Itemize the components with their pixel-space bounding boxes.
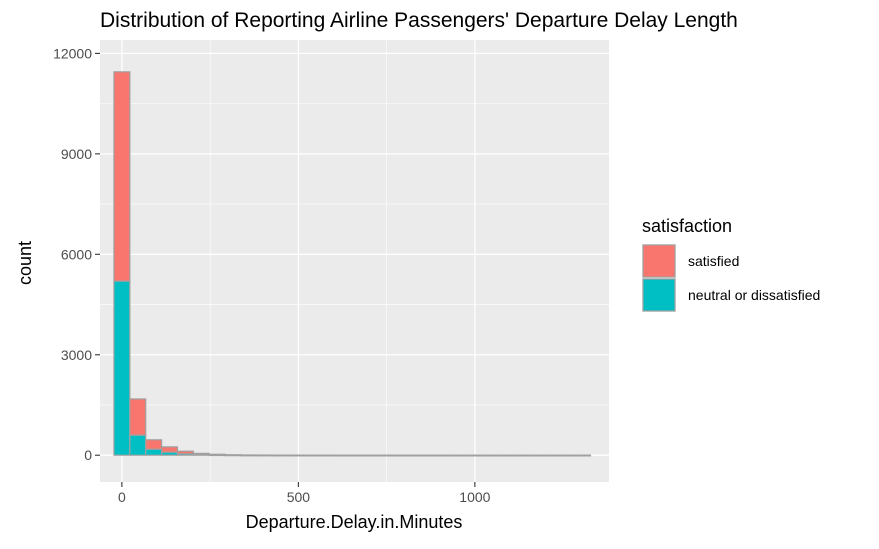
bar-satisfied xyxy=(208,453,226,456)
legend-label: neutral or dissatisfied xyxy=(688,287,820,303)
bar-neutral-or-dissatisfied xyxy=(113,280,131,456)
y-axis-title: count xyxy=(15,241,35,285)
legend: satisfaction satisfied neutral or dissati… xyxy=(642,216,820,312)
y-tick-label: 6000 xyxy=(61,246,92,262)
bar-satisfied xyxy=(558,454,576,457)
x-tick-label: 500 xyxy=(287,489,311,505)
bar-satisfied xyxy=(478,454,496,457)
x-tick-label: 1000 xyxy=(459,489,490,505)
bar-satisfied xyxy=(192,452,210,456)
panel-background xyxy=(100,40,609,482)
bar-satisfied xyxy=(240,454,258,457)
bar-satisfied xyxy=(446,454,464,457)
bar-satisfied xyxy=(335,454,353,457)
bars-layer xyxy=(113,71,592,457)
bar-satisfied xyxy=(526,454,544,457)
x-axis-title: Departure.Delay.in.Minutes xyxy=(246,512,463,532)
chart-title: Distribution of Reporting Airline Passen… xyxy=(100,9,738,32)
legend-swatch xyxy=(642,278,676,312)
bar-satisfied xyxy=(399,454,417,457)
y-tick-label: 9000 xyxy=(61,146,92,162)
bar-satisfied xyxy=(494,454,512,457)
bar-satisfied xyxy=(145,439,163,450)
bar-neutral-or-dissatisfied xyxy=(145,448,163,456)
legend-label: satisfied xyxy=(688,253,739,269)
bar-satisfied xyxy=(367,454,385,457)
plot-panel xyxy=(100,40,609,482)
bar-neutral-or-dissatisfied xyxy=(129,434,147,456)
bar-satisfied xyxy=(573,454,592,457)
bar-satisfied xyxy=(542,454,560,457)
legend-title: satisfaction xyxy=(642,216,732,236)
y-tick-label: 3000 xyxy=(61,347,92,363)
bar-satisfied xyxy=(415,454,433,457)
bar-satisfied xyxy=(129,398,147,436)
bar-satisfied xyxy=(383,454,401,457)
bar-satisfied xyxy=(319,454,337,457)
legend-swatch xyxy=(642,244,676,278)
bar-satisfied xyxy=(272,454,290,457)
axes-layer: 0 500 1000 0 3000 6000 9000 12000 xyxy=(53,45,491,505)
bar-satisfied xyxy=(176,450,194,455)
bar-satisfied xyxy=(431,454,449,457)
bar-satisfied xyxy=(303,454,322,457)
bar-satisfied xyxy=(113,71,131,282)
x-tick-label: 0 xyxy=(118,489,126,505)
y-tick-label: 0 xyxy=(84,447,92,463)
bar-satisfied xyxy=(351,454,369,457)
y-tick-label: 12000 xyxy=(53,45,92,61)
bar-satisfied xyxy=(256,454,274,457)
bar-satisfied xyxy=(462,454,480,457)
bar-satisfied xyxy=(160,446,179,453)
bar-satisfied xyxy=(510,454,528,457)
bar-satisfied xyxy=(224,454,242,456)
bar-satisfied xyxy=(288,454,306,457)
